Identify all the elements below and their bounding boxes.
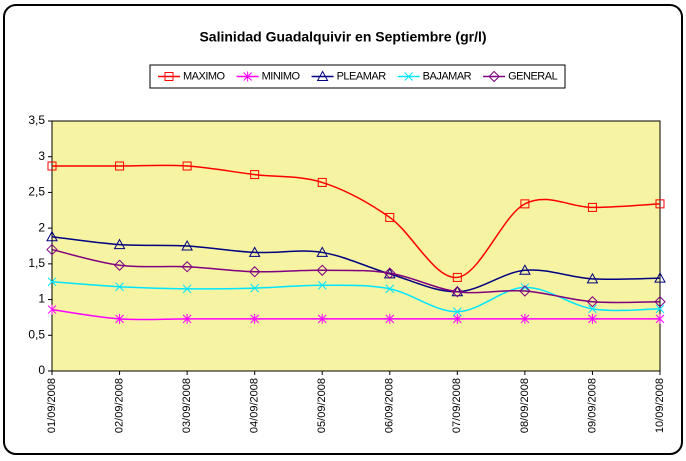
legend-label: MINIMO <box>262 70 301 82</box>
marker <box>488 70 500 83</box>
x-tick-label: 01/09/2008 <box>46 378 58 433</box>
x-tick-label: 02/09/2008 <box>113 378 125 433</box>
marker <box>588 304 597 314</box>
legend-item: PLEAMAR <box>311 70 387 82</box>
marker <box>113 238 126 250</box>
y-tick-label: 1 <box>38 292 45 306</box>
series-line <box>52 164 661 279</box>
marker <box>243 71 252 82</box>
marker <box>181 261 193 273</box>
marker <box>47 304 57 315</box>
legend-box <box>149 64 566 89</box>
marker <box>47 277 57 287</box>
y-tick-label: 1,5 <box>28 256 45 270</box>
legend-item: GENERAL <box>483 70 558 83</box>
y-tick-label: 2 <box>38 220 45 234</box>
series-line <box>51 235 661 293</box>
marker <box>655 199 665 209</box>
marker <box>46 230 58 242</box>
y-tick-label: 2,5 <box>28 185 45 199</box>
marker <box>250 283 260 293</box>
marker <box>317 177 327 187</box>
legend-label: MAXIMO <box>183 70 226 82</box>
marker <box>520 199 530 209</box>
marker <box>385 313 395 324</box>
marker <box>248 266 261 278</box>
x-tick-label: 03/09/2008 <box>181 378 193 433</box>
legend-label: BAJAMAR <box>423 70 472 82</box>
marker <box>404 72 414 81</box>
marker <box>181 239 193 251</box>
marker <box>588 313 597 324</box>
marker <box>451 286 464 298</box>
marker <box>115 282 124 292</box>
marker <box>654 296 666 308</box>
marker <box>250 170 260 180</box>
marker <box>250 313 260 324</box>
marker <box>316 246 329 257</box>
marker <box>452 272 462 282</box>
marker <box>519 264 531 275</box>
marker <box>452 313 462 324</box>
x-tick-label: 09/09/2008 <box>586 378 598 433</box>
marker <box>519 285 531 297</box>
legend-label: PLEAMAR <box>337 70 387 82</box>
marker <box>587 202 597 212</box>
marker <box>384 267 396 279</box>
marker <box>586 296 599 308</box>
chart-title: Salinidad Guadalquivir en Septiembre (gr… <box>199 29 486 45</box>
marker <box>452 307 462 317</box>
series-line <box>51 248 661 304</box>
y-tick-label: 0 <box>38 363 45 377</box>
marker <box>520 313 530 324</box>
legend-label: GENERAL <box>508 70 557 82</box>
marker <box>317 280 327 290</box>
marker <box>654 272 666 283</box>
marker <box>317 313 327 324</box>
y-tick-label: 3 <box>38 149 45 163</box>
legend-item: MAXIMO <box>158 70 226 82</box>
legend-item: BAJAMAR <box>397 70 472 82</box>
y-tick-label: 3,5 <box>28 113 45 127</box>
marker <box>182 161 192 171</box>
marker <box>385 284 395 294</box>
marker <box>113 259 126 271</box>
marker <box>46 243 58 256</box>
marker <box>520 283 530 292</box>
marker <box>655 304 665 314</box>
x-tick-label: 05/09/2008 <box>316 378 328 433</box>
x-tick-label: 10/09/2008 <box>654 378 666 433</box>
legend-item: MINIMO <box>236 70 301 82</box>
marker <box>316 70 329 81</box>
marker <box>182 284 192 294</box>
y-tick-label: 0,5 <box>28 327 45 341</box>
marker <box>655 313 665 324</box>
x-tick-label: 06/09/2008 <box>384 378 396 433</box>
x-tick-label: 08/09/2008 <box>519 378 531 433</box>
marker <box>316 264 328 276</box>
marker <box>115 313 124 324</box>
x-tick-label: 04/09/2008 <box>249 378 261 433</box>
marker <box>385 212 395 222</box>
x-tick-label: 07/09/2008 <box>451 378 463 433</box>
marker <box>115 161 125 171</box>
marker <box>586 272 599 284</box>
marker <box>182 313 192 324</box>
marker <box>248 246 261 257</box>
marker <box>164 72 174 81</box>
series-line <box>51 308 660 321</box>
marker <box>47 161 57 171</box>
